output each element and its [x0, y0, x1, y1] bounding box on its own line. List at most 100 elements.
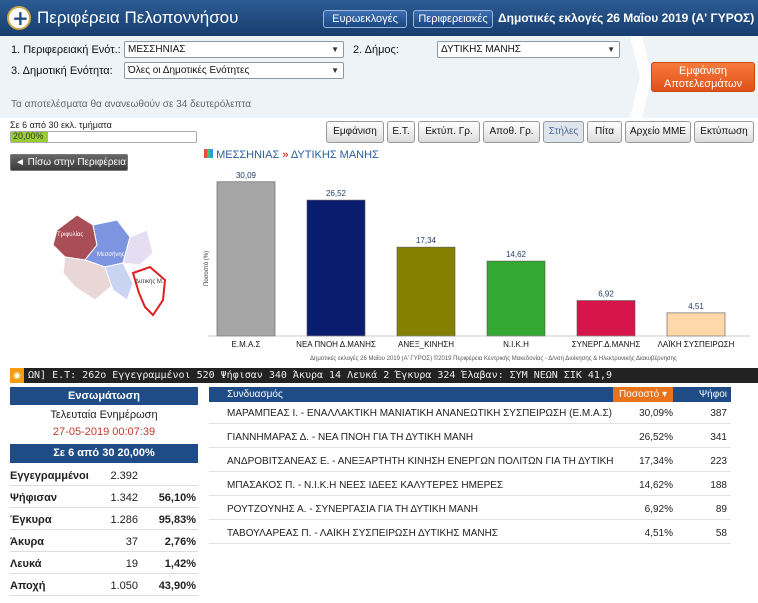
- sort-desc-icon: ▾: [661, 389, 667, 400]
- tab-print[interactable]: Εκτύπωση: [694, 121, 754, 143]
- party-name: ΤΑΒΟΥΛΑΡΕΑΣ Π. - ΛΑΪΚΗ ΣΥΣΠΕΙΡΩΣΗ ΔΥΤΙΚΗ…: [227, 528, 498, 539]
- chart-bar[interactable]: [216, 181, 276, 337]
- progress-fill: [11, 132, 48, 142]
- col-party[interactable]: Συνδυασμός: [227, 389, 283, 400]
- map-area-kalamata[interactable]: [104, 262, 134, 301]
- elections-title: Δημοτικές εκλογές 26 Μαΐου 2019 (Α' ΓΥΡΟ…: [498, 11, 755, 25]
- party-votes: 223: [710, 456, 727, 467]
- results-row[interactable]: ΤΑΒΟΥΛΑΡΕΑΣ Π. - ΛΑΪΚΗ ΣΥΣΠΕΙΡΩΣΗ ΔΥΤΙΚΗ…: [209, 522, 731, 544]
- district-label: 3. Δημοτική Ενότητα:: [11, 65, 113, 77]
- stat-label: Άκυρα: [10, 536, 45, 548]
- breadcrumb-municipality[interactable]: ΔΥΤΙΚΗΣ ΜΑΝΗΣ: [290, 149, 379, 161]
- unit-select[interactable]: ΜΕΣΣΗΝΙΑΣ ▼: [124, 41, 344, 58]
- chart-value-label: 6,92: [598, 290, 614, 299]
- region-title: Περιφέρεια Πελοποννήσου: [37, 8, 239, 27]
- chevron-down-icon: ▼: [331, 45, 339, 54]
- arrow-decoration: [630, 36, 652, 118]
- map-area-west-mani[interactable]: [131, 265, 167, 317]
- summary-stat-row: Αποχή 1.050 43,90%: [10, 576, 198, 596]
- party-name: ΜΑΡΑΜΠΕΑΣ Ι. - ΕΝΑΛΛΑΚΤΙΚΗ ΜΑΝΙΑΤΙΚΗ ΑΝΑ…: [227, 408, 613, 419]
- results-row[interactable]: ΜΑΡΑΜΠΕΑΣ Ι. - ΕΝΑΛΛΑΚΤΙΚΗ ΜΑΝΙΑΤΙΚΗ ΑΝΑ…: [209, 402, 731, 424]
- party-percent: 4,51%: [644, 528, 673, 539]
- chevron-down-icon: ▼: [607, 45, 615, 54]
- tab-et[interactable]: Ε.Τ.: [387, 121, 415, 143]
- breadcrumb: ΜΕΣΣΗΝΙΑΣ » ΔΥΤΙΚΗΣ ΜΑΝΗΣ: [204, 149, 379, 161]
- summary-stat-row: Λευκά 19 1,42%: [10, 554, 198, 574]
- party-name: ΑΝΔΡΟΒΙΤΣΑΝΕΑΣ Ε. - ΑΝΕΞΑΡΤΗΤΗ ΚΙΝΗΣΗ ΕΝ…: [227, 456, 617, 467]
- last-update-time: 27-05-2019 00:07:39: [52, 426, 156, 438]
- map-area-oichalia[interactable]: [122, 229, 154, 266]
- breadcrumb-unit[interactable]: ΜΕΣΣΗΝΙΑΣ: [216, 149, 280, 161]
- tab-show[interactable]: Εμφάνιση: [326, 121, 384, 143]
- unit-label: 1. Περιφερειακή Ενότ.:: [11, 44, 121, 56]
- filter-panel: 1. Περιφερειακή Ενότ.: ΜΕΣΣΗΝΙΑΣ ▼ 2. Δήμ…: [0, 36, 758, 118]
- summary-header: Ενσωμάτωση: [10, 387, 198, 405]
- chart-category-label: ΛΑΪΚΗ ΣΥΣΠΕΙΡΩΣΗ: [658, 340, 735, 349]
- stat-label: Ψήφισαν: [10, 492, 57, 504]
- chart-bar[interactable]: [396, 246, 456, 337]
- party-votes: 89: [715, 504, 727, 515]
- stat-percent: 43,90%: [158, 580, 196, 592]
- party-percent: 30,09%: [639, 408, 673, 419]
- district-select[interactable]: Όλες οι Δημοτικές Ενότητες ▼: [124, 62, 344, 79]
- results-table-header: Συνδυασμός Ποσοστό ▾ Ψήφοι: [209, 387, 731, 402]
- chevron-down-icon: ▼: [331, 66, 339, 75]
- results-chart: Ποσοστό (%) 30,09 Ε.Μ.Α.Σ 26,52 ΝΕΑ ΠΝΟΗ Δ.…: [203, 171, 750, 349]
- results-row[interactable]: ΜΠΑΣΑΚΟΣ Π. - Ν.Ι.Κ.Η ΝΕΕΣ ΙΔΕΕΣ ΚΑΛΥΤΕΡ…: [209, 474, 731, 496]
- plus-logo-icon: +: [7, 6, 31, 30]
- regional-elections-button[interactable]: Περιφερειακές: [413, 10, 493, 28]
- party-name: ΓΙΑΝΝΗΜΑΡΑΣ Δ. - ΝΕΑ ΠΝΟΗ ΓΙΑ ΤΗ ΔΥΤΙΚΗ …: [227, 432, 474, 443]
- col-votes[interactable]: Ψήφοι: [698, 389, 727, 400]
- back-to-region-button[interactable]: ◄ Πίσω στην Περιφέρεια: [10, 154, 128, 171]
- top-bar: + Περιφέρεια Πελοποννήσου Ευρωεκλογές Πε…: [0, 0, 758, 36]
- stat-label: Αποχή: [10, 580, 46, 592]
- map-area-pylos[interactable]: [62, 256, 114, 301]
- chart-bar[interactable]: [576, 300, 636, 337]
- col-percentage[interactable]: Ποσοστό ▾: [612, 387, 673, 402]
- summary-stat-row: Ψήφισαν 1.342 56,10%: [10, 488, 198, 508]
- summary-stat-row: Έγκυρα 1.286 95,83%: [10, 510, 198, 530]
- municipality-select[interactable]: ΔΥΤΙΚΗΣ ΜΑΝΗΣ ▼: [437, 41, 620, 58]
- party-votes: 341: [710, 432, 727, 443]
- rss-icon[interactable]: ◉: [10, 368, 24, 383]
- counted-stations: Σε 6 από 30 20,00%: [10, 444, 198, 463]
- progress-text: 20,00%: [13, 131, 44, 141]
- results-row[interactable]: ΓΙΑΝΝΗΜΑΡΑΣ Δ. - ΝΕΑ ΠΝΟΗ ΓΙΑ ΤΗ ΔΥΤΙΚΗ …: [209, 426, 731, 448]
- stat-value: 1.342: [110, 492, 138, 504]
- chart-value-label: 17,34: [416, 236, 437, 245]
- ticker: ΩΝ] Ε.Τ: 262ο Εγγεγραμμένοι 520 Ψήφισαν …: [10, 368, 758, 383]
- results-row[interactable]: ΑΝΔΡΟΒΙΤΣΑΝΕΑΣ Ε. - ΑΝΕΞΑΡΤΗΤΗ ΚΙΝΗΣΗ ΕΝ…: [209, 450, 731, 472]
- chart-bar[interactable]: [486, 260, 546, 337]
- summary-stat-row: Εγγεγραμμένοι 2.392: [10, 466, 198, 486]
- stat-value: 2.392: [110, 470, 138, 482]
- stat-label: Εγγεγραμμένοι: [10, 470, 89, 482]
- chart-bar[interactable]: [306, 199, 366, 337]
- color-grid-icon: [204, 149, 213, 158]
- progress-bar: 20,00%: [10, 131, 197, 143]
- map-label-trifylia: Τριφυλίας: [57, 232, 83, 238]
- map-label-west-mani: Δυτικής Μ.: [135, 278, 164, 285]
- results-row[interactable]: ΡΟΥΤΖΟΥΝΗΣ Α. - ΣΥΝΕΡΓΑΣΙΑ ΓΙΑ ΤΗ ΔΥΤΙΚΗ…: [209, 498, 731, 520]
- european-elections-button[interactable]: Ευρωεκλογές: [323, 10, 407, 28]
- tab-save-chart[interactable]: Αποθ. Γρ.: [483, 121, 540, 143]
- refresh-note: Τα αποτελέσματα θα ανανεωθούν σε 34 δευτ…: [11, 99, 252, 110]
- chart-ylabel: Ποσοστό (%): [203, 251, 210, 286]
- chart-value-label: 14,62: [506, 250, 527, 259]
- tab-print-chart[interactable]: Εκτύπ. Γρ.: [418, 121, 480, 143]
- chart-bar[interactable]: [666, 312, 726, 337]
- progress-label: Σε 6 από 30 εκλ. τμήματα: [10, 120, 112, 130]
- tab-media-file[interactable]: Αρχείο ΜΜΕ: [625, 121, 691, 143]
- show-results-button[interactable]: Εμφάνιση Αποτελεσμάτων: [651, 62, 755, 92]
- party-percent: 17,34%: [639, 456, 673, 467]
- party-votes: 188: [710, 480, 727, 491]
- party-percent: 6,92%: [644, 504, 673, 515]
- chart-category-label: Ε.Μ.Α.Σ: [232, 340, 261, 349]
- stat-label: Λευκά: [10, 558, 42, 570]
- stat-percent: 1,42%: [164, 558, 196, 570]
- breadcrumb-separator: »: [282, 149, 289, 161]
- stat-percent: 56,10%: [158, 492, 196, 504]
- stat-percent: 95,83%: [158, 514, 196, 526]
- tab-pie[interactable]: Πίτα: [587, 121, 622, 143]
- tab-columns[interactable]: Στήλες: [543, 121, 584, 143]
- stat-value: 19: [125, 558, 138, 570]
